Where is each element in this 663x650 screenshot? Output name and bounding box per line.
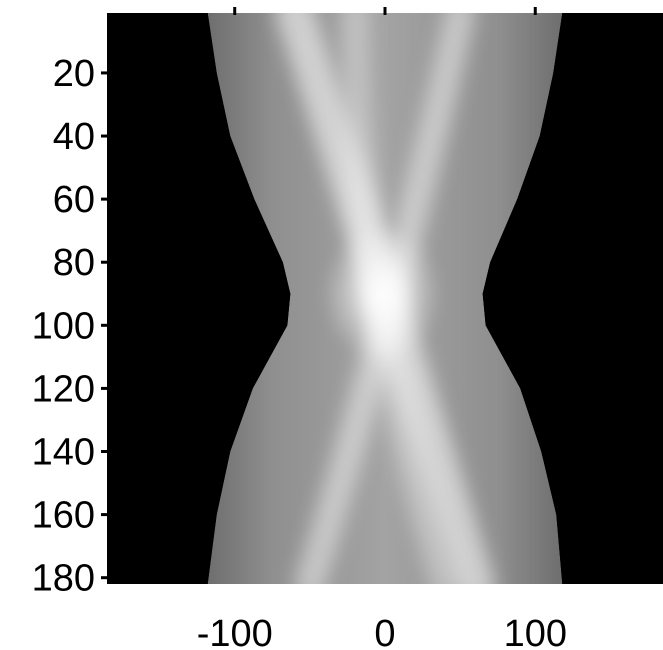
x-tick-label: -100	[197, 613, 273, 650]
y-tick-label: 180	[32, 558, 95, 600]
y-axis: 20 40 60 80 100 120 140 160 180	[32, 53, 108, 600]
y-tick-label: 100	[32, 305, 95, 347]
sinogram-peak	[322, 224, 442, 364]
y-tick-label: 20	[53, 53, 95, 95]
y-tick-label: 40	[53, 116, 95, 158]
y-tick-label: 60	[53, 179, 95, 221]
x-tick-label: 100	[504, 613, 567, 650]
y-tick-label: 160	[32, 495, 95, 537]
y-tick-label: 140	[32, 432, 95, 474]
x-tick-label: 0	[374, 613, 395, 650]
y-tick-label: 120	[32, 368, 95, 410]
y-tick-label: 80	[53, 242, 95, 284]
